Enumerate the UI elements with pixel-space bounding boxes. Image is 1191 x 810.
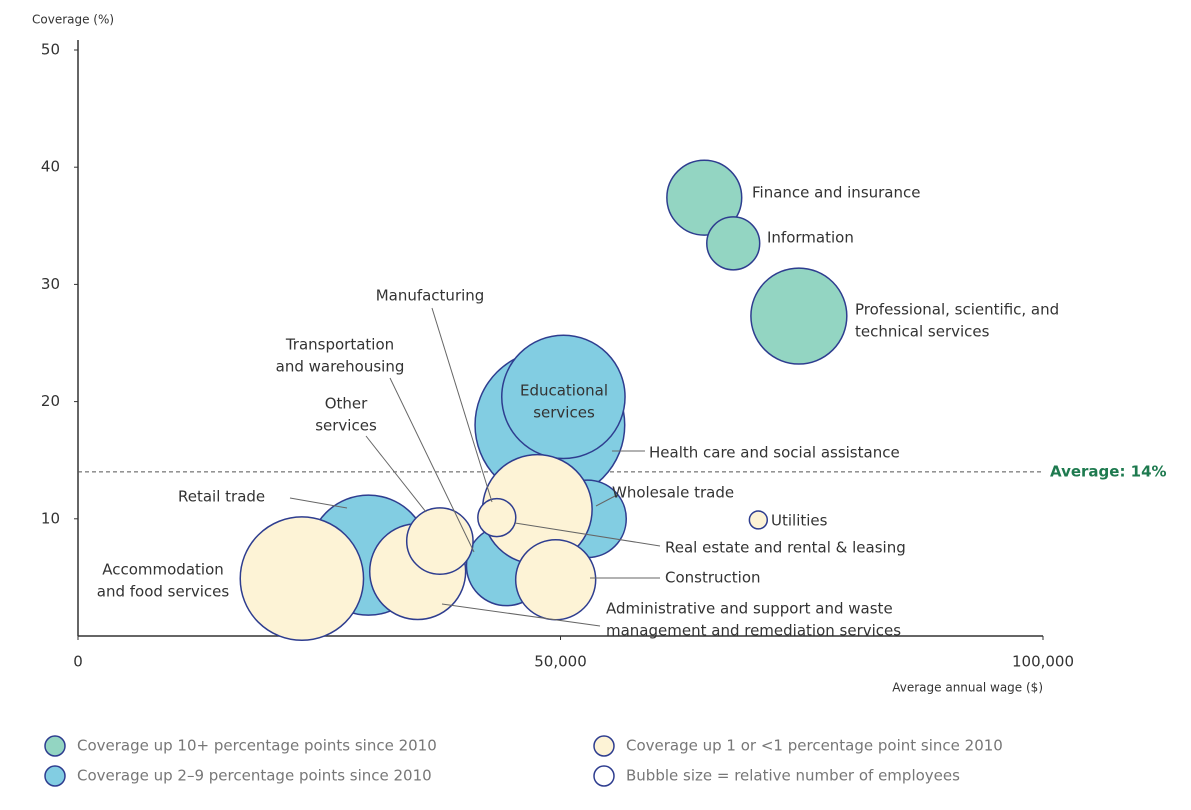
bubble — [405, 507, 474, 575]
leader-line — [595, 495, 616, 507]
bubble-label: Retail trade — [178, 488, 265, 506]
bubble — [477, 497, 517, 538]
legend-swatch — [44, 765, 66, 787]
bubble-label: Construction — [665, 569, 761, 587]
bubble-label: Health care and social assistance — [649, 444, 900, 462]
leader-line — [514, 522, 661, 547]
bubble — [239, 516, 365, 641]
y-tick-label: 40 — [41, 158, 60, 176]
bubble-label: services — [533, 404, 595, 422]
x-tick-label: 0 — [73, 653, 83, 671]
bubble-label: management and remediation services — [606, 622, 901, 640]
bubble-label: Transportation — [285, 336, 394, 354]
legend-swatch — [44, 735, 66, 757]
x-tick-label: 100,000 — [1012, 653, 1074, 671]
bubble-label: Other — [325, 395, 368, 413]
x-axis-title: Average annual wage ($) — [892, 681, 1043, 695]
y-tick-label: 30 — [41, 275, 60, 293]
legend-label: Coverage up 10+ percentage points since … — [77, 737, 437, 755]
leader-line — [431, 307, 493, 503]
bubble-label: Manufacturing — [376, 287, 485, 305]
leader-line — [289, 497, 348, 509]
bubble-label: Educational — [520, 382, 608, 400]
legend-label: Coverage up 1 or <1 percentage point sin… — [626, 737, 1003, 755]
bubble-label: Information — [767, 229, 854, 247]
bubble — [666, 159, 743, 236]
bubble — [501, 334, 626, 460]
y-tick-label: 10 — [41, 509, 60, 527]
bubble-label: technical services — [855, 323, 990, 341]
legend-swatch — [593, 765, 615, 787]
bubble-label: Accommodation — [102, 561, 224, 579]
x-tick-label: 50,000 — [534, 653, 587, 671]
bubble-label: services — [315, 417, 377, 435]
leader-line — [365, 435, 427, 513]
bubble — [706, 216, 761, 271]
bubble — [750, 267, 848, 365]
leader-line — [441, 603, 601, 627]
bubble-label: and warehousing — [276, 358, 405, 376]
bubble-label: Real estate and rental & leasing — [665, 539, 906, 557]
bubble — [514, 538, 597, 621]
bubble-label: Administrative and support and waste — [606, 600, 893, 618]
bubble-label: Utilities — [771, 512, 828, 530]
y-tick-label: 20 — [41, 392, 60, 410]
bubble-label: Wholesale trade — [612, 484, 734, 502]
legend-label: Coverage up 2–9 percentage points since … — [77, 767, 432, 785]
bubble-label: Professional, scientific, and — [855, 301, 1059, 319]
bubble-label: Finance and insurance — [752, 184, 920, 202]
bubble — [748, 510, 769, 530]
leader-line — [389, 377, 475, 553]
bubble-label: and food services — [97, 583, 230, 601]
legend-swatch — [593, 735, 615, 757]
y-tick-label: 50 — [41, 41, 60, 59]
legend-label: Bubble size = relative number of employe… — [626, 767, 960, 785]
y-axis-title: Coverage (%) — [32, 13, 114, 27]
average-label: Average: 14% — [1050, 462, 1167, 480]
